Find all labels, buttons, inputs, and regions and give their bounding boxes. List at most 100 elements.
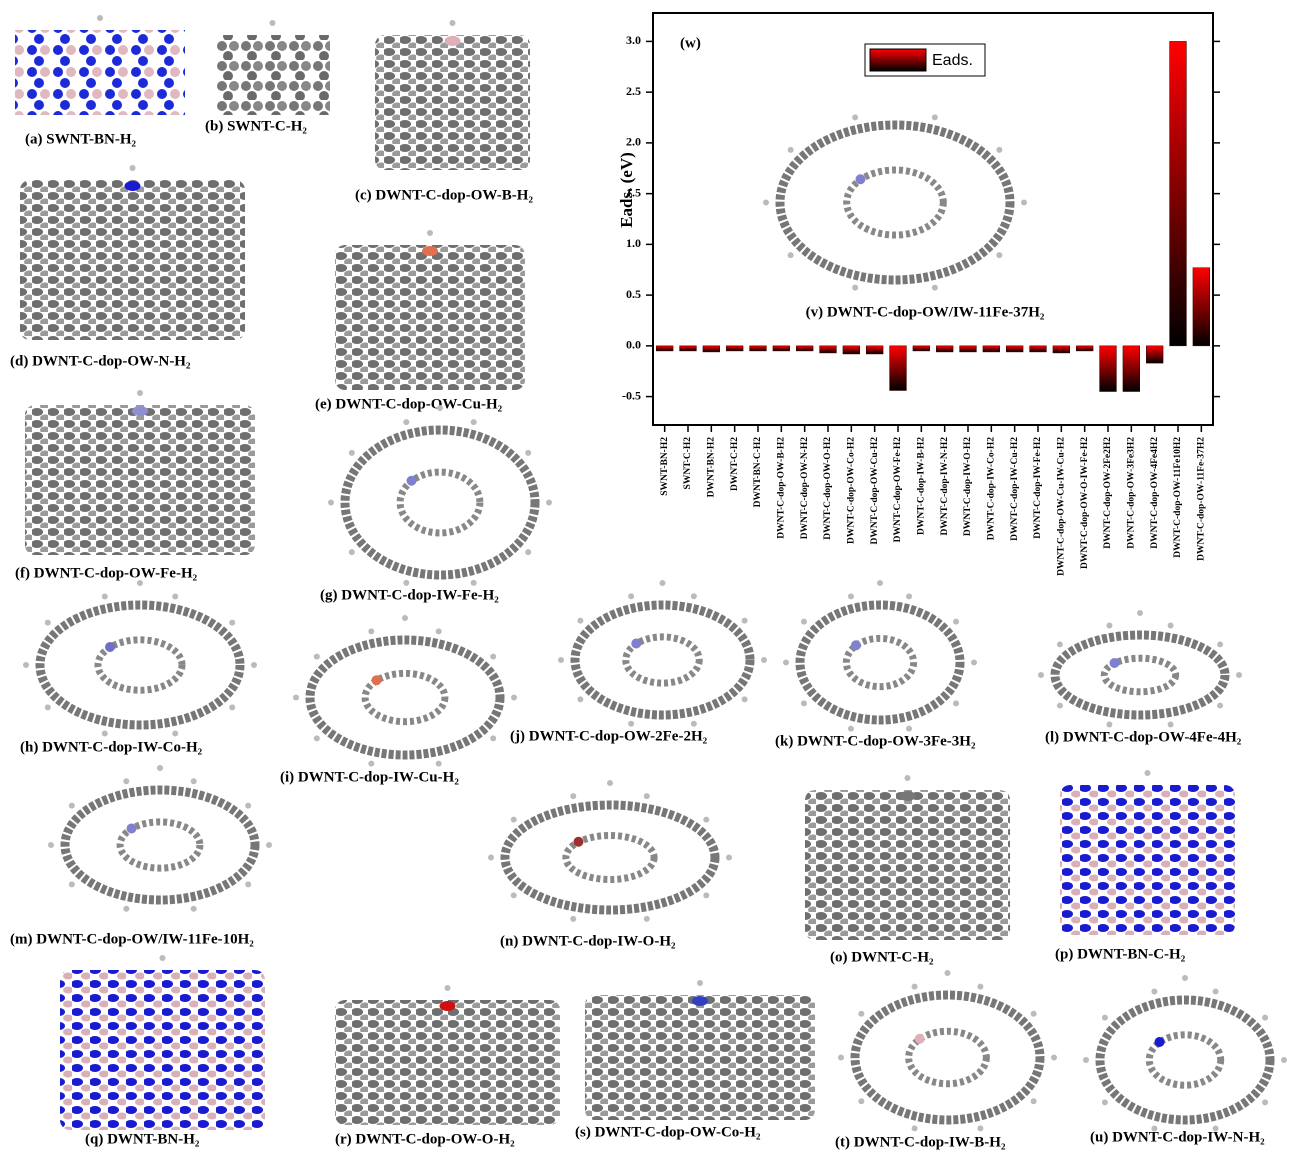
hydrogen — [1038, 672, 1044, 678]
hydrogen — [742, 618, 748, 624]
panel-label: (d) DWNT-C-dop-OW-N-H₂ — [10, 353, 191, 369]
dopant — [915, 1034, 925, 1044]
hydrogen — [932, 285, 938, 291]
tube-side — [805, 790, 1010, 940]
hydrogen — [788, 252, 794, 258]
bar — [1146, 346, 1163, 363]
outer-wall — [310, 640, 500, 755]
hydrogen — [137, 390, 143, 396]
hydrogen — [703, 817, 709, 823]
hydrogen — [848, 726, 854, 732]
hydrogen — [97, 15, 103, 21]
hydrogen — [742, 696, 748, 702]
structure-panel — [48, 765, 272, 912]
panel-label: (r) DWNT-C-dop-OW-O-H₂ — [335, 1131, 515, 1147]
structure-panel — [783, 580, 977, 732]
bar — [866, 346, 883, 354]
hydrogen — [48, 842, 54, 848]
hydrogen — [628, 593, 634, 599]
hydrogen — [1102, 1015, 1108, 1021]
outer-wall — [345, 430, 535, 575]
tube-side — [20, 180, 245, 340]
hydrogen — [558, 657, 564, 663]
structure-panel — [1083, 975, 1287, 1131]
hydrogen — [229, 704, 235, 710]
hydrogen — [245, 803, 251, 809]
structure-panel — [1060, 770, 1235, 935]
hydrogen — [703, 892, 709, 898]
hydrogen — [293, 695, 299, 701]
panel-label: (w) — [680, 35, 701, 51]
hydrogen — [644, 793, 650, 799]
hydrogen — [905, 775, 911, 781]
hydrogen — [691, 593, 697, 599]
bar — [1100, 346, 1117, 392]
hydrogen — [1151, 989, 1157, 995]
x-tick-label: DWNT-C-dop-IW-Cu-H2 — [1010, 437, 1020, 541]
hydrogen — [977, 984, 983, 990]
dopant — [900, 791, 916, 801]
tube-side — [25, 405, 255, 555]
hydrogen — [761, 657, 767, 663]
legend-swatch — [870, 49, 926, 71]
hydrogen — [838, 1055, 844, 1061]
panel-label: (g) DWNT-C-dop-IW-Fe-H₂ — [320, 587, 499, 603]
y-tick-label: 1.5 — [626, 185, 641, 199]
dopant — [445, 36, 461, 46]
hydrogen — [368, 628, 374, 634]
hydrogen — [691, 721, 697, 727]
panel-label: (e) DWNT-C-dop-OW-Cu-H₂ — [315, 396, 503, 412]
hydrogen — [349, 549, 355, 555]
hydrogen — [644, 916, 650, 922]
hydrogen — [490, 735, 496, 741]
hydrogen — [45, 620, 51, 626]
panel-label: (b) SWNT-C-H₂ — [205, 118, 307, 134]
x-tick-label: DWNT-C-dop-OW-Cu-IW-Cu-H2 — [1057, 437, 1067, 576]
x-tick-label: DWNT-C-dop-IW-O-H2 — [963, 437, 973, 536]
hydrogen — [570, 793, 576, 799]
dopant — [1110, 658, 1120, 668]
x-tick-label: DWNT-C-dop-OW-11Fe10H2 — [1173, 437, 1183, 558]
bar — [726, 346, 743, 351]
hydrogen — [852, 114, 858, 120]
y-tick-label: 0.0 — [626, 338, 641, 352]
figure: (a) SWNT-BN-H₂(b) SWNT-C-H₂(c) DWNT-C-do… — [0, 0, 1293, 1153]
bar — [960, 346, 977, 352]
hydrogen — [906, 726, 912, 732]
x-tick-label: DWNT-C-dop-OW-O-H2 — [823, 437, 833, 540]
hydrogen — [726, 855, 732, 861]
hydrogen — [996, 147, 1002, 153]
panel-label: (u) DWNT-C-dop-IW-N-H₂ — [1090, 1129, 1265, 1145]
hydrogen — [577, 618, 583, 624]
dopant — [574, 837, 584, 847]
panel-label: (c) DWNT-C-dop-OW-B-H₂ — [355, 187, 533, 203]
hydrogen — [511, 695, 517, 701]
dopant — [372, 675, 382, 685]
hydrogen — [912, 984, 918, 990]
structure-panel — [23, 580, 257, 736]
outer-wall — [780, 125, 1010, 280]
panel-label: (m) DWNT-C-dop-OW/IW-11Fe-10H₂ — [10, 931, 254, 947]
hydrogen — [403, 580, 409, 586]
structure-panel — [805, 775, 1010, 940]
x-tick-label: DWNT-C-dop-OW-2Fe2H2 — [1103, 437, 1113, 549]
hydrogen — [858, 1011, 864, 1017]
hydrogen — [1182, 975, 1188, 981]
x-tick-label: SWNT-BN-H2 — [660, 437, 670, 496]
inset-structure — [763, 114, 1027, 290]
hydrogen — [1213, 989, 1219, 995]
sheet — [15, 30, 185, 115]
hydrogen — [1262, 1099, 1268, 1105]
hydrogen — [858, 1098, 864, 1104]
hydrogen — [102, 594, 108, 600]
hydrogen — [628, 721, 634, 727]
bar — [703, 346, 720, 352]
structure-panel — [335, 230, 525, 390]
hydrogen — [471, 580, 477, 586]
outer-wall — [1055, 635, 1225, 715]
x-tick-label: DWNT-BN-H2 — [707, 437, 717, 498]
structure-panel — [20, 165, 245, 340]
structure-panel — [585, 980, 815, 1120]
x-tick-label: DWNT-C-dop-OW-11Fe-37H2 — [1197, 437, 1207, 561]
hydrogen — [953, 619, 959, 625]
